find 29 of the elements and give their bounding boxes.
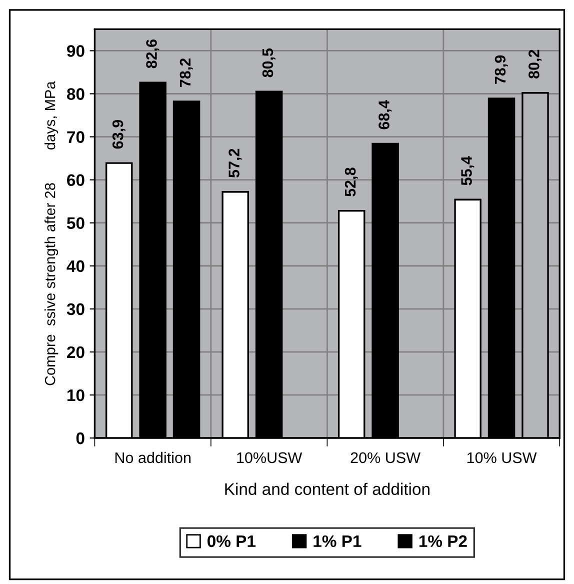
data-label: 78,9 xyxy=(494,55,508,84)
data-label: 63,9 xyxy=(112,120,126,149)
x-axis-title: Kind and content of addition xyxy=(225,482,430,496)
y-axis-title: Compre ssive strength after 28 days, MPa xyxy=(44,81,58,386)
data-label: 55,4 xyxy=(461,156,474,186)
legend-label: 1% P2 xyxy=(419,535,467,548)
y-tick-label: 80 xyxy=(66,88,84,100)
x-tick-label: No addition xyxy=(115,452,190,464)
y-tick-label: 70 xyxy=(67,131,84,143)
y-tick-label: 30 xyxy=(66,303,84,316)
data-label: 80,2 xyxy=(528,50,542,79)
x-tick-label: 20% USW xyxy=(350,452,420,464)
x-tick-label: 10%USW xyxy=(237,452,302,464)
x-tick-label: 10% USW xyxy=(467,452,537,464)
data-label: 82,6 xyxy=(146,39,160,68)
data-label: 80,5 xyxy=(262,48,276,78)
y-tick-label: 50 xyxy=(66,217,84,230)
y-tick-label: 40 xyxy=(66,260,84,272)
y-tick-label: 0 xyxy=(76,432,84,444)
data-label: 68,4 xyxy=(378,100,392,130)
legend-label: 0% P1 xyxy=(208,535,256,548)
data-label: 52,8 xyxy=(344,168,358,196)
y-tick-label: 90 xyxy=(67,45,84,57)
data-label: 78,2 xyxy=(180,58,193,87)
data-label: 57,2 xyxy=(228,148,242,178)
y-tick-label: 60 xyxy=(67,174,84,186)
y-tick-label: 20 xyxy=(67,346,84,358)
legend-label: 1% P1 xyxy=(314,535,362,548)
y-tick-label: 10 xyxy=(68,389,84,402)
